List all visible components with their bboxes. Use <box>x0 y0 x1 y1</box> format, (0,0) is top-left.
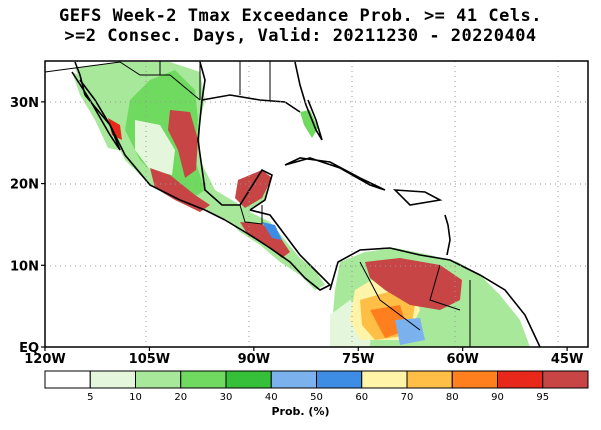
legend-tick-label: 80 <box>446 392 459 403</box>
lon-label: 60W <box>446 352 478 367</box>
longitude-axis: 120W 105W 90W 75W 60W 45W <box>24 347 583 367</box>
legend-tick-label: 5 <box>87 392 93 403</box>
lon-label: 45W <box>551 352 583 367</box>
mexico-high-prob-area <box>168 110 198 178</box>
lat-label: 10N <box>10 259 39 274</box>
south-america-borders <box>359 261 471 347</box>
legend-tick-label: 30 <box>220 392 233 403</box>
central-america-coast <box>224 209 332 291</box>
legend-swatch <box>406 370 453 389</box>
florida-green-area <box>300 110 318 138</box>
legend-swatch <box>542 370 589 389</box>
south-america-high-prob-area <box>365 258 462 310</box>
lon-label: 75W <box>342 352 374 367</box>
cuba-coast <box>284 157 386 191</box>
florida-coast <box>294 61 323 141</box>
legend-swatch <box>316 370 363 389</box>
map-title-line-2: >=2 Consec. Days, Valid: 20211230 - 2022… <box>64 26 537 46</box>
baja-peninsula <box>71 71 121 151</box>
south-america-coast <box>329 247 541 347</box>
legend-swatch <box>225 370 272 389</box>
probability-fields <box>72 62 530 347</box>
legend-tick-label: 90 <box>491 392 504 403</box>
legend-swatch <box>361 370 408 389</box>
political-borders <box>45 61 471 347</box>
legend-swatch <box>135 370 182 389</box>
legend-swatch <box>451 370 498 389</box>
legend-swatch <box>270 370 317 389</box>
us-state-borders <box>159 61 271 100</box>
legend-title: Prob. (%) <box>271 405 330 418</box>
latitude-axis: 30N 20N 10N EQ <box>10 96 45 356</box>
legend-tick-label: 95 <box>536 392 549 403</box>
central-america-high-prob-area <box>240 222 290 258</box>
legend-tick-label: 70 <box>401 392 414 403</box>
guatemala-belize-border <box>239 204 263 225</box>
lon-label: 105W <box>129 352 170 367</box>
legend-tick-label: 50 <box>310 392 323 403</box>
legend-tick-label: 40 <box>265 392 278 403</box>
us-mexico-border <box>45 61 201 101</box>
baja-high-prob-area <box>108 118 122 140</box>
legend-tick-label: 20 <box>174 392 187 403</box>
legend-swatch <box>497 370 544 389</box>
gridlines <box>45 61 588 347</box>
map-frame <box>44 60 589 348</box>
legend-tick-label: 10 <box>129 392 142 403</box>
lat-label: EQ <box>19 341 39 356</box>
hispaniola-coast <box>392 189 443 206</box>
lon-label: 90W <box>238 352 270 367</box>
legend-colorbar: 5 10 20 30 40 50 60 70 80 90 95 <box>44 370 589 403</box>
coastlines <box>71 61 541 347</box>
map-title-line-1: GEFS Week-2 Tmax Exceedance Prob. >= 41 … <box>58 6 543 26</box>
south-america-blue-area <box>395 318 425 345</box>
lon-label: 120W <box>24 352 65 367</box>
mexico-sw-high-prob-area <box>150 168 210 212</box>
legend-swatch <box>44 370 91 389</box>
lat-label: 30N <box>10 96 39 111</box>
legend-tick-label: 60 <box>355 392 368 403</box>
legend-swatch <box>89 370 136 389</box>
mexico-light-area <box>135 120 175 175</box>
legend-swatch <box>180 370 227 389</box>
central-america-blue-area <box>262 222 282 240</box>
lat-label: 20N <box>10 178 39 193</box>
lesser-antilles <box>444 214 451 256</box>
